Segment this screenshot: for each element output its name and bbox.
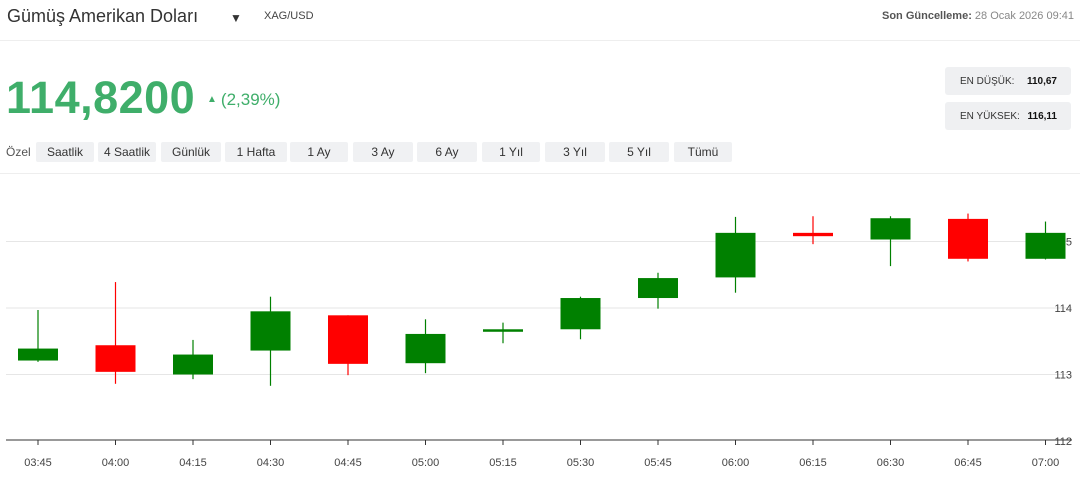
- candle-body: [95, 345, 136, 372]
- range-custom[interactable]: Özel: [6, 145, 31, 159]
- current-price: 114,8200: [6, 72, 196, 123]
- last-updated-value: 28 Ocak 2026 09:41: [974, 10, 1074, 22]
- daily-low-value: 110,67: [1026, 76, 1057, 87]
- x-tick-label: 05:30: [567, 457, 595, 469]
- range-button-1-yil[interactable]: 1 Yıl: [482, 142, 540, 162]
- x-tick-label: 04:45: [334, 457, 362, 469]
- triangle-up-icon: ▲: [207, 94, 217, 105]
- candle-body: [560, 298, 601, 330]
- x-tick-label: 05:00: [412, 457, 440, 469]
- candle-body: [18, 348, 58, 361]
- range-button-gunluk[interactable]: Günlük: [161, 142, 221, 162]
- candle-body: [483, 329, 523, 332]
- candle-body: [405, 333, 446, 364]
- price-change: ▲ (2,39%): [207, 90, 280, 110]
- instrument-title: Gümüş Amerikan Doları: [7, 6, 199, 26]
- range-button-5-yil[interactable]: 5 Yıl: [609, 142, 669, 162]
- range-button-1-hafta[interactable]: 1 Hafta: [225, 142, 287, 162]
- x-tick-label: 04:15: [179, 457, 207, 469]
- candle-body: [250, 311, 291, 351]
- candle-body: [715, 232, 756, 278]
- candle-body: [1025, 232, 1066, 259]
- candle-body: [173, 354, 213, 375]
- range-button-tumu[interactable]: Tümü: [674, 142, 732, 162]
- last-updated-label: Son Güncelleme:: [882, 10, 972, 22]
- range-button-3-ay[interactable]: 3 Ay: [353, 142, 413, 162]
- daily-low-label: EN DÜŞÜK:: [960, 76, 1015, 87]
- x-tick-label: 07:00: [1032, 457, 1060, 469]
- daily-high-label: EN YÜKSEK:: [960, 111, 1020, 122]
- y-tick-label: 112: [1054, 436, 1072, 448]
- candle-body: [793, 232, 833, 237]
- x-tick-label: 04:30: [257, 457, 285, 469]
- x-tick-label: 03:45: [24, 457, 52, 469]
- x-tick-label: 06:15: [799, 457, 827, 469]
- x-tick-label: 06:00: [722, 457, 750, 469]
- candle-body: [328, 315, 368, 364]
- daily-high-value: 116,11: [1027, 111, 1057, 122]
- daily-low-box: EN DÜŞÜK: 110,67: [945, 67, 1071, 95]
- range-button-saatlik[interactable]: Saatlik: [36, 142, 94, 162]
- y-tick-label: 113: [1054, 370, 1072, 382]
- instrument-symbol: XAG/USD: [264, 10, 314, 22]
- daily-high-box: EN YÜKSEK: 116,11: [945, 102, 1071, 130]
- range-button-6-ay[interactable]: 6 Ay: [417, 142, 477, 162]
- header: Gümüş Amerikan Doları ▼ XAG/USD Son Günc…: [0, 0, 1080, 41]
- caret-down-icon[interactable]: ▼: [230, 11, 242, 25]
- price-change-value: (2,39%): [220, 90, 281, 109]
- range-button-4-saatlik[interactable]: 4 Saatlik: [98, 142, 156, 162]
- x-tick-label: 05:45: [644, 457, 672, 469]
- y-tick-label: 114: [1054, 303, 1072, 315]
- candle-body: [870, 218, 911, 240]
- candle-body: [948, 218, 988, 259]
- x-tick-label: 05:15: [489, 457, 517, 469]
- x-tick-label: 04:00: [102, 457, 130, 469]
- range-button-1-ay[interactable]: 1 Ay: [290, 142, 348, 162]
- candle-body: [638, 278, 678, 299]
- range-button-3-yil[interactable]: 3 Yıl: [545, 142, 605, 162]
- section-divider: [0, 173, 1080, 174]
- x-tick-label: 06:45: [954, 457, 982, 469]
- last-updated: Son Güncelleme: 28 Ocak 2026 09:41: [882, 10, 1074, 22]
- x-tick-label: 06:30: [877, 457, 905, 469]
